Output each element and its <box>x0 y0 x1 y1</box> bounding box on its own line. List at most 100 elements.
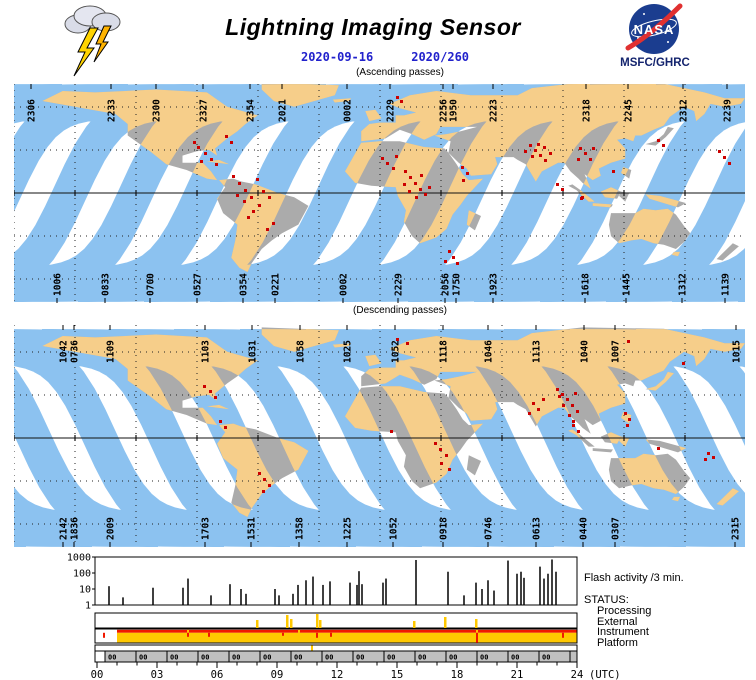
ascending-passes-map: 2306 2233 2300 2327 2354 2021 0002 2229 2256 1950… <box>14 84 745 303</box>
status-row-label-instrument: Instrument <box>597 626 649 638</box>
status-heading: STATUS: <box>584 594 629 606</box>
svg-text:0002: 0002 <box>339 273 350 296</box>
lightning-bolt-large <box>73 27 99 77</box>
flash-bars <box>108 559 557 605</box>
svg-text:00: 00 <box>356 654 364 662</box>
svg-text:00: 00 <box>418 654 426 662</box>
day-of-year-label: 2020/260 <box>411 50 470 64</box>
svg-text:1836: 1836 <box>70 517 81 540</box>
svg-text:2312: 2312 <box>679 99 690 122</box>
svg-text:1109: 1109 <box>106 340 117 363</box>
svg-text:18: 18 <box>451 669 464 680</box>
svg-text:1750: 1750 <box>452 273 463 296</box>
svg-text:0736: 0736 <box>70 340 81 363</box>
y-axis-labels: 1000 100 10 1 <box>67 553 95 612</box>
svg-text:00: 00 <box>511 654 519 662</box>
svg-text:06: 06 <box>211 669 224 680</box>
x-axis-unit: (UTC) <box>589 669 621 680</box>
svg-text:100: 100 <box>73 569 91 580</box>
svg-text:1007: 1007 <box>611 340 622 363</box>
svg-text:12: 12 <box>331 669 344 680</box>
flash-activity-panel <box>94 556 578 606</box>
svg-text:2239: 2239 <box>723 99 734 122</box>
svg-text:1950: 1950 <box>449 99 460 122</box>
graticule <box>14 84 745 303</box>
svg-text:1: 1 <box>85 601 91 612</box>
svg-text:00: 00 <box>542 654 550 662</box>
svg-text:1139: 1139 <box>721 273 732 296</box>
svg-text:0221: 0221 <box>271 273 282 296</box>
svg-text:1923: 1923 <box>489 273 500 296</box>
instrument-status-band <box>117 632 577 643</box>
svg-text:2300: 2300 <box>152 99 163 122</box>
ascending-caption: (Ascending passes) <box>356 67 444 78</box>
svg-text:1113: 1113 <box>532 340 543 363</box>
svg-text:2021: 2021 <box>278 99 289 122</box>
svg-text:00: 00 <box>449 654 457 662</box>
svg-text:1058: 1058 <box>296 340 307 363</box>
svg-text:1531: 1531 <box>247 517 258 540</box>
svg-text:1312: 1312 <box>678 273 689 296</box>
svg-text:0746: 0746 <box>484 517 495 540</box>
orbit-ellipse <box>631 18 677 38</box>
lightning-bolt-small <box>93 25 112 63</box>
svg-text:10: 10 <box>79 585 91 596</box>
org-label: MSFC/GHRC <box>620 57 690 69</box>
status-row-label-platform: Platform <box>597 637 638 649</box>
svg-text:1052: 1052 <box>391 340 402 363</box>
svg-text:00: 00 <box>91 669 104 680</box>
svg-text:1031: 1031 <box>248 340 259 363</box>
svg-text:00: 00 <box>201 654 209 662</box>
svg-text:1618: 1618 <box>581 273 592 296</box>
svg-text:00: 00 <box>325 654 333 662</box>
svg-text:09: 09 <box>271 669 284 680</box>
nasa-wordmark: NASA <box>634 22 675 37</box>
svg-text:00: 00 <box>139 654 147 662</box>
orbit-segment-labels: 00 00 00 00 00 00 00 00 00 00 00 00 00 00 00 <box>104 651 571 662</box>
lightning-cloud-icon <box>64 5 121 77</box>
svg-text:2318: 2318 <box>582 99 593 122</box>
svg-text:0613: 0613 <box>532 517 543 540</box>
svg-text:1025: 1025 <box>343 340 354 363</box>
status-row-label-external: External <box>597 616 638 628</box>
svg-text:2315: 2315 <box>731 517 742 540</box>
svg-text:1052: 1052 <box>389 517 400 540</box>
status-row-label-processing: Processing <box>597 605 652 617</box>
svg-text:0354: 0354 <box>239 273 250 296</box>
svg-text:2009: 2009 <box>106 517 117 540</box>
svg-text:00: 00 <box>170 654 178 662</box>
star <box>667 41 669 43</box>
status-platform-row <box>94 644 578 652</box>
svg-text:2256: 2256 <box>439 99 450 122</box>
date-label: 2020-09-16 <box>300 50 374 64</box>
svg-text:0833: 0833 <box>101 273 112 296</box>
svg-text:2142: 2142 <box>59 517 70 540</box>
processing-events <box>256 614 478 628</box>
status-processing-row <box>94 612 578 629</box>
svg-text:1118: 1118 <box>439 340 450 363</box>
orbit-time-labels: 1042 0736 1109 1103 1031 1058 1025 1052 1118 1046… <box>59 325 743 547</box>
svg-text:00: 00 <box>108 654 116 662</box>
svg-text:0002: 0002 <box>343 99 354 122</box>
svg-text:0527: 0527 <box>193 273 204 296</box>
lightning-flash-dots <box>203 338 715 493</box>
svg-text:00: 00 <box>232 654 240 662</box>
equator-ticks <box>14 435 686 441</box>
flash-activity-label: Flash activity /3 min. <box>584 572 684 584</box>
svg-text:2245: 2245 <box>624 99 635 122</box>
svg-text:2229: 2229 <box>386 99 397 122</box>
orbit-time-labels: 2306 2233 2300 2327 2354 2021 0002 2229 2256 1950… <box>27 84 734 303</box>
svg-text:15: 15 <box>391 669 404 680</box>
red-swoosh <box>625 3 683 51</box>
svg-text:00: 00 <box>387 654 395 662</box>
svg-text:1042: 1042 <box>59 340 70 363</box>
svg-text:1040: 1040 <box>580 340 591 363</box>
x-axis: 00 03 06 09 12 15 18 21 24 (UTC) <box>91 662 621 680</box>
svg-text:1358: 1358 <box>295 517 306 540</box>
svg-text:2229: 2229 <box>394 273 405 296</box>
svg-text:2354: 2354 <box>246 99 257 122</box>
svg-text:0700: 0700 <box>146 273 157 296</box>
svg-text:03: 03 <box>151 669 164 680</box>
